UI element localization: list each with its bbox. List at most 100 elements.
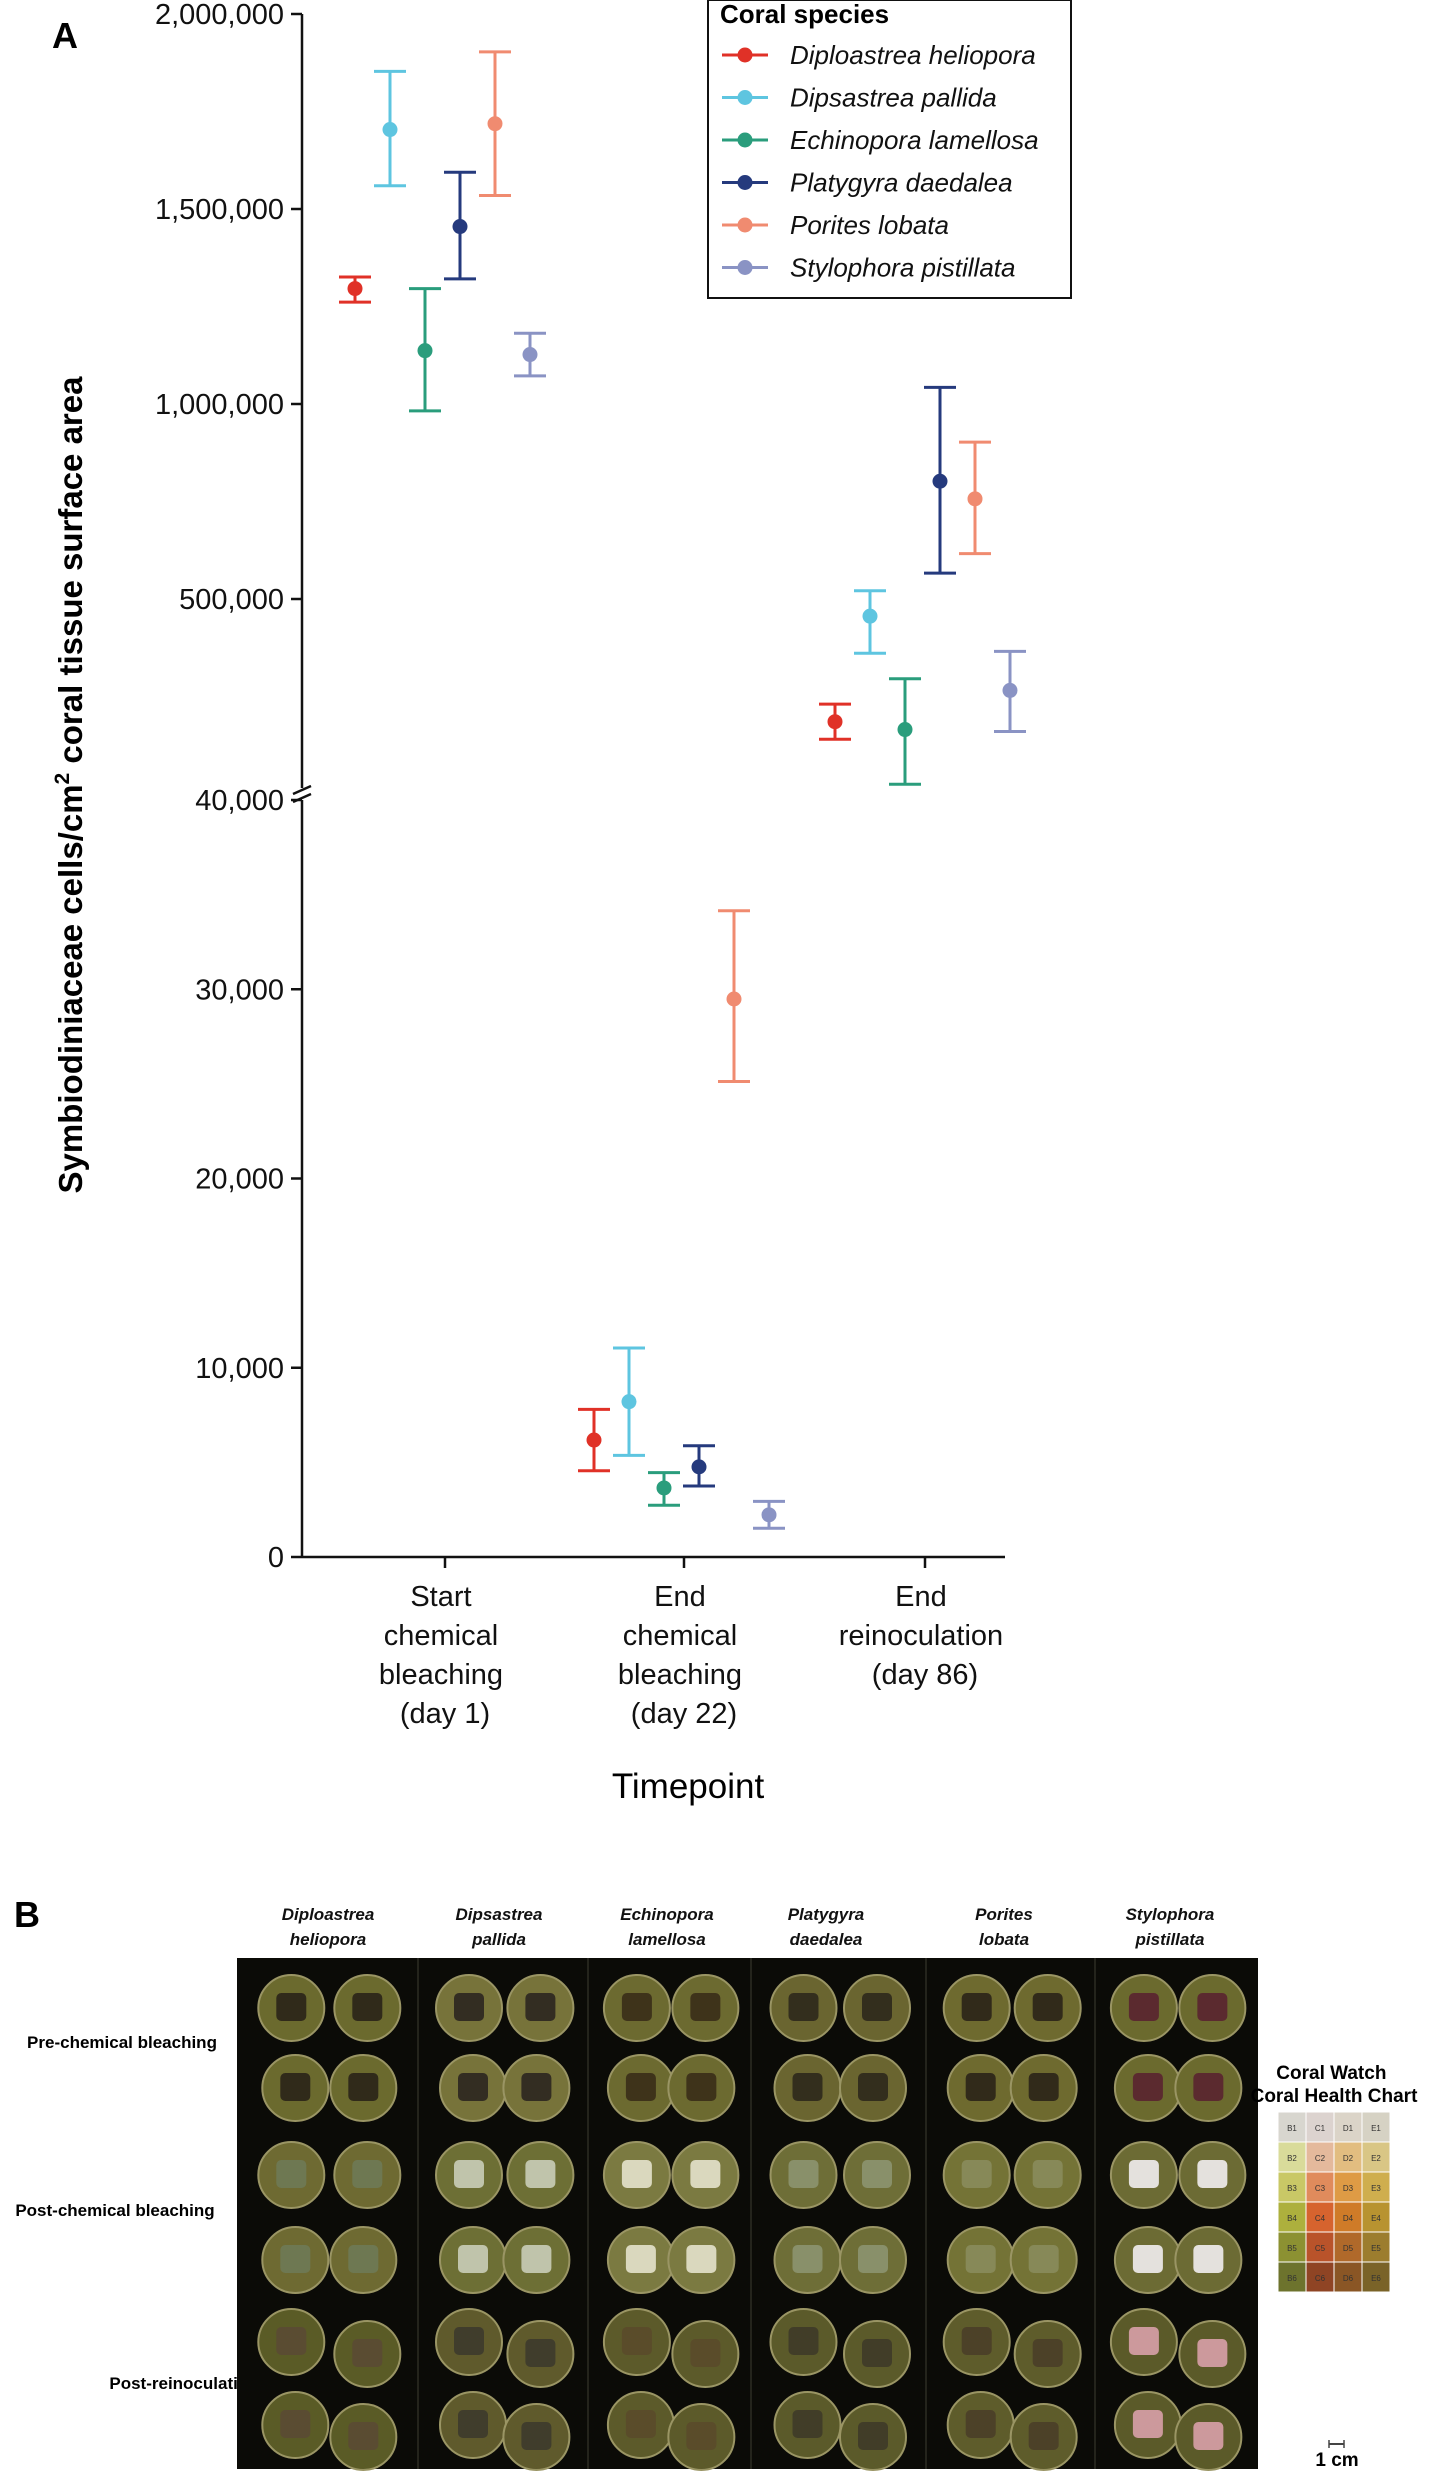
row-label: Post-chemical bleaching bbox=[15, 2201, 214, 2220]
coral-fragment bbox=[1032, 2160, 1063, 2188]
coral-fragment bbox=[621, 2160, 652, 2188]
coral-fragment bbox=[625, 2073, 656, 2101]
coral-fragment bbox=[858, 2073, 888, 2101]
y-tick-label: 1,000,000 bbox=[155, 389, 284, 421]
coral-fragment bbox=[965, 2073, 996, 2101]
coral-fragment bbox=[1193, 2245, 1224, 2273]
y-tick-label: 1,500,000 bbox=[155, 194, 284, 226]
health-chart-cell-label: E4 bbox=[1371, 2214, 1381, 2223]
x-axis-title: Timepoint bbox=[612, 1767, 765, 1806]
legend-entry: Echinopora lamellosa bbox=[790, 125, 1039, 155]
health-chart-cell-label: D1 bbox=[1343, 2124, 1354, 2133]
health-chart-cell bbox=[1277, 2261, 1307, 2293]
coral-fragment bbox=[792, 2073, 823, 2101]
coral-fragment bbox=[276, 1993, 307, 2021]
coral-fragment bbox=[858, 2245, 888, 2273]
data-point bbox=[1002, 682, 1018, 698]
coral-fragment bbox=[352, 1993, 383, 2021]
data-point bbox=[827, 714, 843, 730]
health-chart-cell-label: D6 bbox=[1343, 2274, 1354, 2283]
coral-fragment bbox=[621, 1993, 652, 2021]
legend-entry: Stylophora pistillata bbox=[790, 253, 1015, 283]
data-point bbox=[522, 347, 538, 363]
data-point bbox=[862, 608, 878, 624]
coral-fragment bbox=[521, 2245, 552, 2273]
legend-marker bbox=[737, 90, 753, 105]
coral-fragment bbox=[862, 1993, 892, 2021]
coral-fragment bbox=[1028, 2245, 1059, 2273]
legend-entry: Platygyra daedalea bbox=[790, 168, 1013, 198]
x-category-label: Start chemical bleaching (day 1) bbox=[379, 1581, 511, 1730]
species-header: Platygyra daedalea bbox=[788, 1905, 865, 1949]
coral-fragment bbox=[1193, 2422, 1224, 2450]
coral-fragment bbox=[458, 2410, 488, 2438]
axis-break-mark bbox=[292, 784, 312, 796]
health-chart-cell bbox=[1361, 2261, 1391, 2293]
coral-fragment bbox=[792, 2410, 823, 2438]
legend-marker bbox=[737, 175, 753, 190]
coral-fragment bbox=[690, 2339, 721, 2367]
coral-fragment bbox=[686, 2073, 717, 2101]
coral-fragment bbox=[961, 2160, 992, 2188]
species-header: Diploastrea heliopora bbox=[282, 1905, 375, 1949]
coral-fragment bbox=[788, 1993, 819, 2021]
legend-title: Coral species bbox=[720, 0, 889, 29]
panel-a-label: A bbox=[52, 15, 78, 56]
health-chart-cell bbox=[1305, 2231, 1335, 2263]
coral-fragment bbox=[1128, 1993, 1159, 2021]
health-chart-cell bbox=[1277, 2231, 1307, 2263]
coral-fragment bbox=[458, 2245, 488, 2273]
health-chart-cell-label: D4 bbox=[1343, 2214, 1354, 2223]
health-chart-cell-label: C4 bbox=[1315, 2214, 1326, 2223]
health-chart-cell bbox=[1277, 2171, 1307, 2203]
health-chart-cell-label: E3 bbox=[1371, 2184, 1381, 2193]
health-chart-cell bbox=[1333, 2111, 1363, 2143]
coral-fragment bbox=[686, 2422, 717, 2450]
data-point bbox=[452, 219, 468, 235]
coral-fragment bbox=[280, 2245, 311, 2273]
x-category-label: End reinoculation (day 86) bbox=[839, 1581, 1012, 1691]
coral-fragment bbox=[625, 2410, 656, 2438]
health-chart-cell-label: C3 bbox=[1315, 2184, 1326, 2193]
coral-fragment bbox=[348, 2422, 379, 2450]
photo-grid bbox=[237, 1958, 1258, 2469]
health-chart-cell bbox=[1305, 2171, 1335, 2203]
health-chart-cell bbox=[1361, 2171, 1391, 2203]
y-axis-title: Symbiodiniaceae cells/cm2 coral tissue s… bbox=[51, 376, 89, 1194]
coral-fragment bbox=[862, 2160, 892, 2188]
health-chart-cell bbox=[1333, 2171, 1363, 2203]
coral-fragment bbox=[458, 2073, 488, 2101]
legend-marker bbox=[737, 132, 753, 148]
coral-fragment bbox=[621, 2327, 652, 2355]
coral-fragment bbox=[1193, 2073, 1224, 2101]
coral-fragment bbox=[352, 2339, 383, 2367]
coral-fragment bbox=[1032, 2339, 1063, 2367]
health-chart-cell-label: B6 bbox=[1287, 2274, 1297, 2283]
data-point bbox=[761, 1507, 777, 1523]
data-point bbox=[586, 1432, 602, 1448]
data-point bbox=[691, 1459, 707, 1475]
legend-marker bbox=[737, 217, 753, 233]
data-point bbox=[417, 343, 433, 359]
coral-fragment bbox=[862, 2339, 892, 2367]
health-chart-cell-label: C5 bbox=[1315, 2244, 1326, 2253]
y-tick-label: 2,000,000 bbox=[155, 0, 284, 31]
coral-fragment bbox=[525, 2339, 556, 2367]
health-chart-cell-label: C2 bbox=[1315, 2154, 1326, 2163]
coral-fragment bbox=[788, 2327, 819, 2355]
data-point bbox=[347, 281, 363, 297]
coral-fragment bbox=[521, 2422, 552, 2450]
data-point bbox=[621, 1394, 637, 1410]
coral-fragment bbox=[1128, 2327, 1159, 2355]
legend: Coral species Diploastrea heliopora Dipsa… bbox=[707, 0, 1072, 299]
x-category-label: End chemical bleaching (day 22) bbox=[618, 1581, 750, 1730]
legend-marker bbox=[737, 47, 753, 63]
data-point bbox=[897, 722, 913, 738]
health-chart-title: Coral Watch Coral Health Chart bbox=[1251, 2063, 1418, 2107]
coral-fragment bbox=[276, 2160, 307, 2188]
data-point bbox=[726, 991, 742, 1007]
health-chart-cell-label: D2 bbox=[1343, 2154, 1354, 2163]
species-header: Echinopora lamellosa bbox=[620, 1905, 714, 1949]
legend-entry: Porites lobata bbox=[790, 210, 949, 240]
